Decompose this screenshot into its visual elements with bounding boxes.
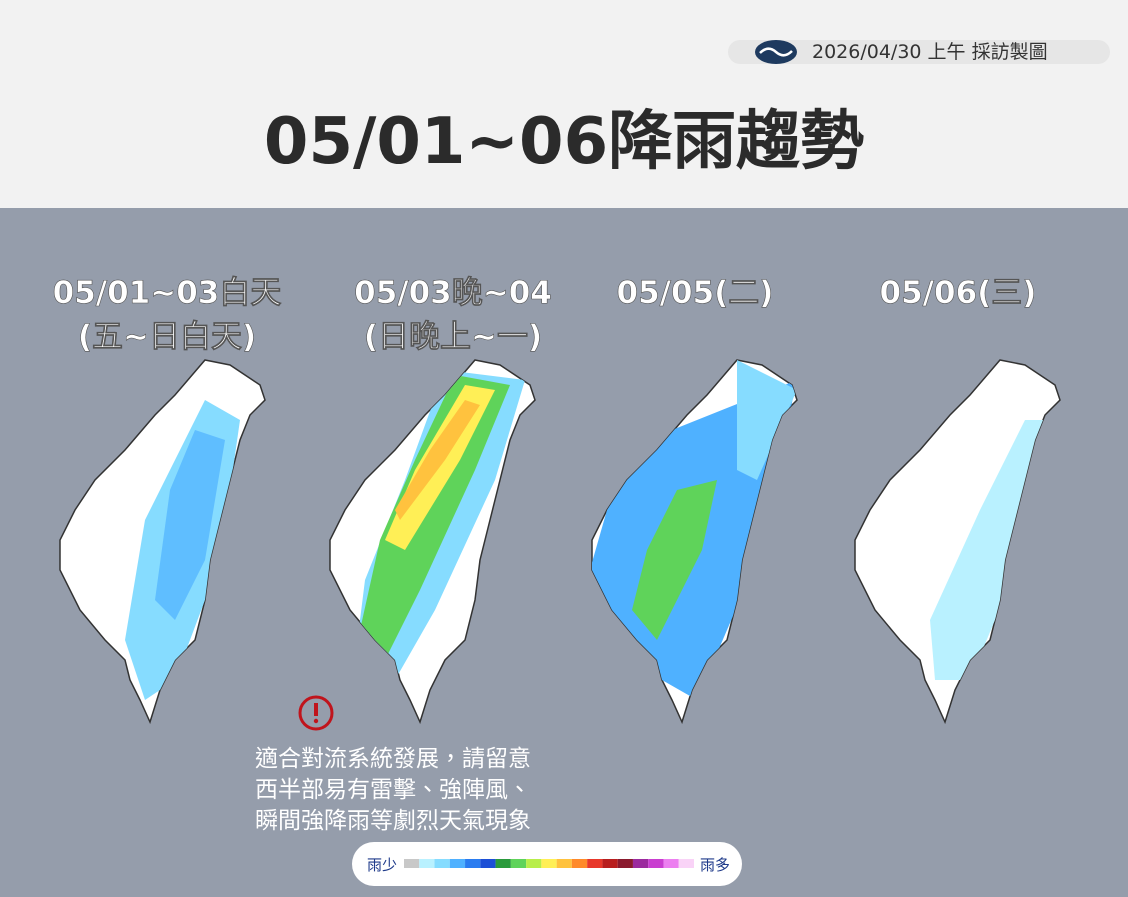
legend-high: 雨多 [700, 856, 730, 874]
legend-swatch [663, 859, 679, 868]
panel-label: (五~日白天) [78, 319, 256, 355]
legend-swatch [556, 859, 572, 868]
legend-swatch [678, 859, 694, 868]
panel-label: 05/05(二) [617, 275, 774, 311]
legend-swatch [495, 859, 511, 868]
warning-icon-bar [314, 703, 318, 716]
legend-swatch [526, 859, 542, 868]
panel-label: 05/01~03白天 [53, 275, 282, 311]
map-2 [329, 359, 536, 723]
header-bg [0, 0, 1128, 208]
legend-swatch [404, 859, 420, 868]
date-pill [728, 40, 1110, 64]
legend-swatch [434, 859, 450, 868]
legend-swatch [541, 859, 557, 868]
legend-swatch [571, 859, 588, 868]
legend-swatch [465, 859, 481, 868]
panel-label: 05/03晚~04 [354, 275, 552, 311]
legend-swatch [587, 859, 603, 868]
legend-swatch [510, 859, 527, 868]
title: 05/01~06降雨趨勢 [264, 105, 864, 179]
date: 2026/04/30 上午 採訪製圖 [812, 41, 1048, 63]
warning-text: 西半部易有雷擊、強陣風、 [255, 777, 531, 803]
panel-label: 05/06(三) [880, 275, 1037, 311]
legend-swatch [480, 859, 496, 868]
legend-swatch [602, 859, 618, 868]
map-4 [854, 359, 1061, 723]
map-1 [59, 359, 266, 723]
panel-label: (日晚上~一) [364, 319, 542, 355]
warning-icon-dot [313, 718, 319, 724]
legend-swatch [617, 859, 633, 868]
legend-swatch [419, 859, 435, 868]
logo-wave [759, 47, 793, 57]
warning-text: 適合對流系統發展，請留意 [255, 746, 531, 772]
legend-swatch [632, 859, 649, 868]
warning-text: 瞬間強降雨等劇烈天氣現象 [255, 808, 531, 834]
legend-low: 雨少 [367, 856, 397, 874]
legend-swatch [648, 859, 664, 868]
warning-icon [298, 695, 334, 731]
legend-swatch [449, 859, 466, 868]
